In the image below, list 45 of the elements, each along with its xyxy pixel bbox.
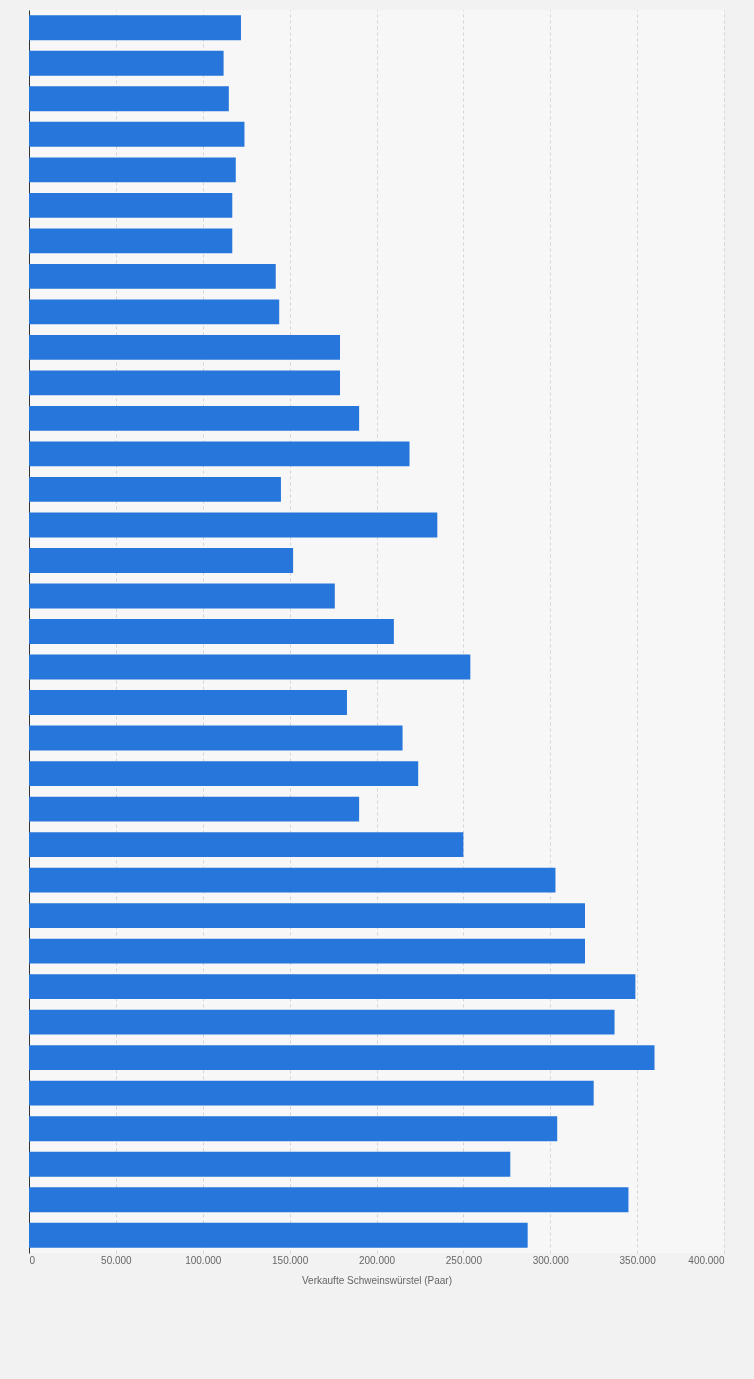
bar bbox=[29, 761, 419, 786]
bar bbox=[29, 86, 229, 112]
bar bbox=[29, 654, 471, 680]
x-tick-label: 350.000 bbox=[619, 1254, 657, 1266]
x-tick-label: 400.000 bbox=[688, 1254, 725, 1266]
bar bbox=[29, 867, 556, 893]
bar bbox=[29, 405, 360, 431]
bar bbox=[29, 690, 347, 715]
x-axis-title: Verkaufte Schweinswürstel (Paar) bbox=[301, 1274, 453, 1286]
x-tick-label: 100.000 bbox=[185, 1254, 222, 1266]
bar bbox=[29, 15, 241, 41]
bar bbox=[29, 1222, 528, 1248]
bar bbox=[29, 1116, 558, 1142]
bar bbox=[29, 938, 585, 964]
bar bbox=[29, 1151, 511, 1177]
x-tick-label: 200.000 bbox=[358, 1254, 396, 1266]
bar bbox=[29, 903, 585, 929]
bar bbox=[29, 192, 233, 218]
bar bbox=[29, 121, 245, 147]
bar bbox=[29, 263, 276, 289]
bar bbox=[29, 548, 294, 573]
bar bbox=[29, 370, 341, 396]
bar bbox=[29, 725, 403, 751]
bar bbox=[29, 50, 224, 76]
x-tick-label: 250.000 bbox=[445, 1254, 483, 1266]
bar bbox=[29, 334, 341, 360]
bar bbox=[29, 477, 281, 502]
x-tick-label: 150.000 bbox=[272, 1254, 309, 1266]
bar bbox=[29, 583, 335, 609]
bar bbox=[29, 1045, 655, 1071]
x-tick-label: 0 bbox=[29, 1254, 36, 1266]
bar bbox=[29, 832, 464, 858]
bar bbox=[29, 1187, 629, 1213]
bar bbox=[29, 157, 236, 183]
bar bbox=[29, 619, 394, 644]
bar bbox=[29, 299, 280, 325]
x-tick-label: 300.000 bbox=[532, 1254, 570, 1266]
bar bbox=[29, 1080, 594, 1106]
x-tick-label: 50.000 bbox=[101, 1254, 133, 1266]
bar bbox=[29, 512, 438, 538]
bar bbox=[29, 974, 636, 1000]
bar bbox=[29, 1009, 615, 1035]
bar bbox=[29, 796, 360, 822]
bar bbox=[29, 441, 410, 467]
bar bbox=[29, 228, 233, 254]
